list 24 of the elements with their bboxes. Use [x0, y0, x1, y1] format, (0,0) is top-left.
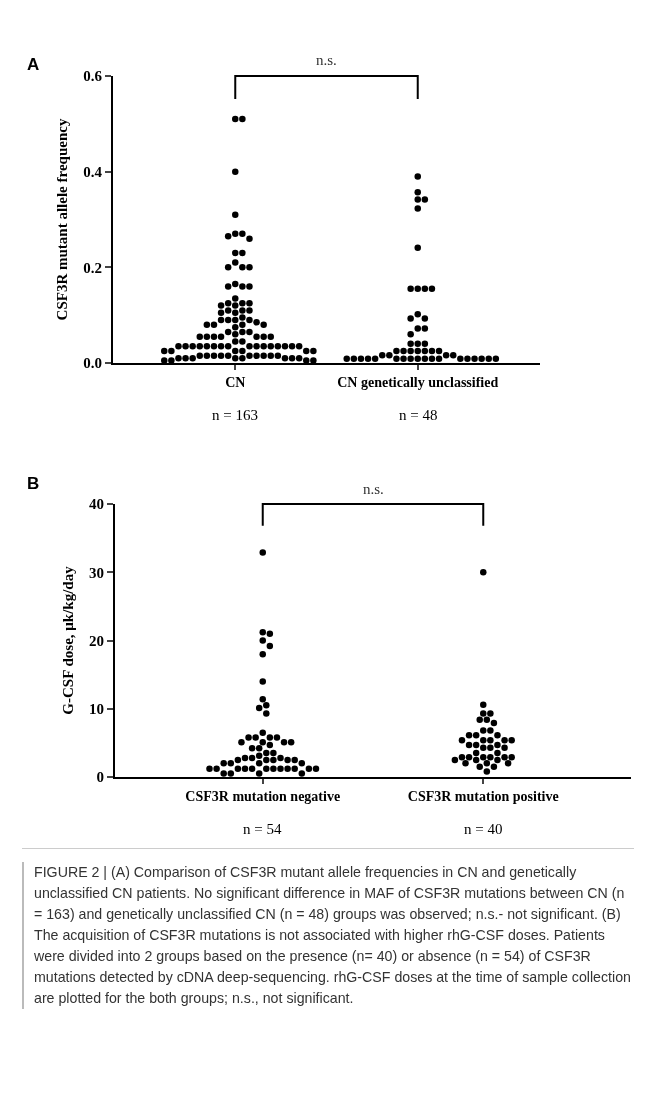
text: n.s. [316, 52, 337, 68]
x-tick-label: CSF3R mutation negative [185, 788, 341, 804]
y-tick-label: 0 [96, 769, 104, 786]
y-tick-label: 0.6 [83, 68, 103, 85]
text: A [27, 55, 40, 74]
y-tick-label: 0.0 [83, 355, 102, 372]
y-tick-label: 30 [89, 564, 104, 581]
text: n = 163 [212, 407, 258, 423]
y-tick-label: 40 [89, 496, 104, 513]
caption: FIGURE 2 | (A) Comparison of CSF3R mutant allele frequencies in CN and genetically unclassified CN patients. No significant difference in MAF of CSF3R mutations between CN (n = 163) and genetically unclassified CN (n = 48) groups was observed; n.s.- not significant. (B) The acquisition of CSF3R mutations is not associated with higher rhG-CSF doses. Patients were divided into 2 groups based on the presence (n= 40) or absence (n = 54) of CSF3R mutations detected by cDNA deep-sequencing. rhG-CSF doses at the time of sample collection are plotted for the both groups; n.s., not significant. [22, 862, 634, 1009]
y-axis-title: CSF3R mutant allele frequency [54, 118, 70, 321]
x-tick-label: CN genetically unclassified [337, 374, 499, 390]
text: B [27, 474, 40, 493]
y-tick-label: 0.4 [83, 163, 103, 180]
text: n = 48 [399, 407, 438, 423]
text: n = 54 [243, 821, 282, 837]
y-tick-label: 0.2 [83, 259, 102, 276]
text: n.s. [363, 481, 384, 497]
y-tick-label: 10 [89, 701, 104, 717]
x-tick-label: CN [225, 374, 246, 390]
y-axis-title: G-CSF dose, μk/kg/day [59, 565, 76, 715]
y-tick-label: 20 [89, 632, 104, 649]
x-tick-label: CSF3R mutation positive [407, 788, 559, 804]
text: n = 40 [464, 821, 503, 837]
